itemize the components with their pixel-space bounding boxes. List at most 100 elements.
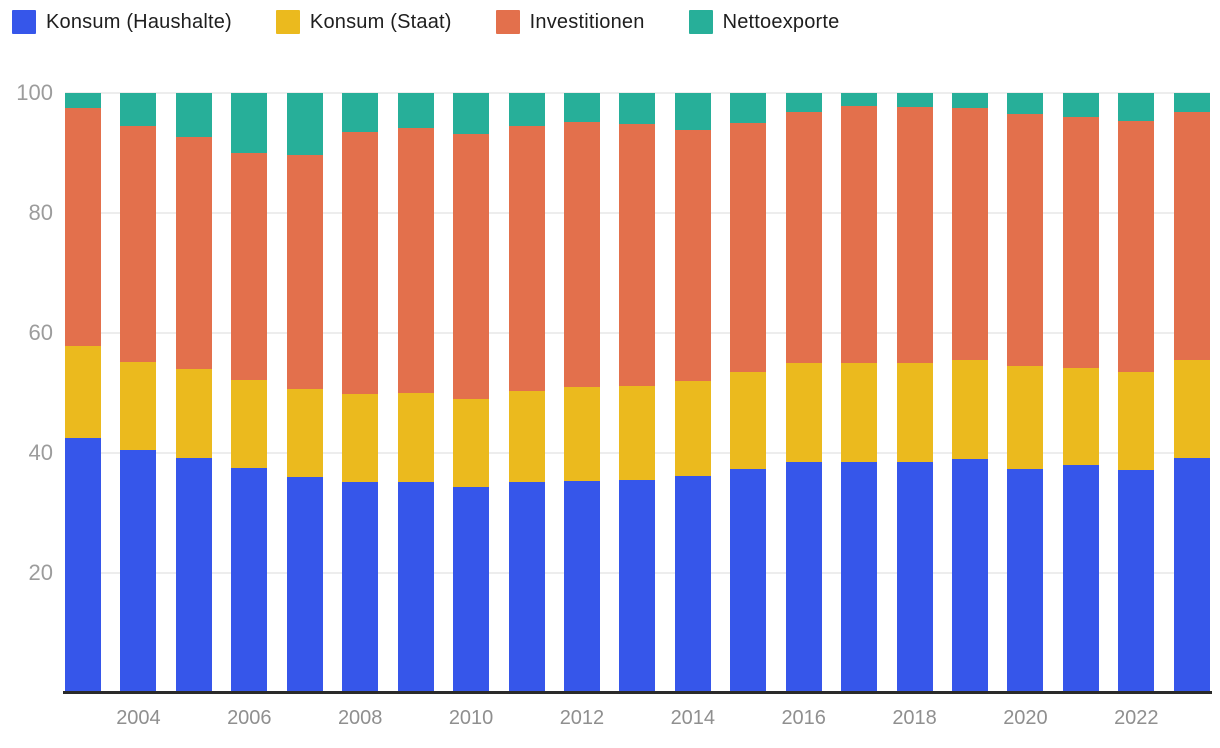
bar-segment-konsum-staat-2022 [1118, 372, 1155, 470]
bar-segment-investitionen-2004 [120, 126, 157, 362]
bar-segment-konsum-haushalte-2016 [785, 462, 822, 693]
bar-segment-nettoexporte-2005 [175, 93, 212, 137]
bar-segment-konsum-staat-2004 [120, 361, 157, 450]
bar-segment-konsum-staat-2016 [785, 363, 822, 462]
bar-segment-konsum-haushalte-2014 [674, 475, 711, 693]
bar-group-2016: 2016 [781, 93, 826, 729]
bar-group-2011 [508, 93, 545, 693]
bar-segment-konsum-haushalte-2019 [952, 459, 988, 693]
bar-group-2023 [1173, 93, 1210, 693]
legend-swatch-investitionen [495, 10, 520, 34]
bar-segment-konsum-haushalte-2003 [65, 438, 101, 693]
bar-segment-konsum-staat-2011 [508, 391, 545, 482]
bar-segment-konsum-staat-2010 [453, 399, 490, 488]
bar-segment-nettoexporte-2018 [896, 93, 933, 107]
bar-segment-konsum-haushalte-2018 [896, 462, 933, 693]
bar-segment-nettoexporte-2017 [841, 93, 878, 107]
bar-group-2020: 2020 [1003, 93, 1048, 729]
bar-segment-investitionen-2005 [175, 136, 212, 370]
bar-segment-konsum-haushalte-2007 [286, 477, 323, 693]
bar-segment-konsum-haushalte-2021 [1062, 465, 1099, 693]
bar-segment-nettoexporte-2008 [342, 93, 379, 133]
bar-group-2005 [175, 93, 212, 693]
bar-group-2003 [65, 93, 101, 693]
bar-segment-konsum-staat-2023 [1173, 360, 1210, 458]
bar-segment-konsum-staat-2018 [896, 363, 933, 462]
bar-segment-konsum-haushalte-2004 [120, 450, 157, 693]
x-axis-tick-label-2004: 2004 [116, 707, 161, 729]
bar-group-2008: 2008 [338, 93, 382, 729]
legend-swatch-konsum-haushalte [12, 10, 36, 34]
bar-group-2014: 2014 [671, 93, 715, 729]
legend-label: Konsum (Haushalte) [46, 10, 232, 33]
bar-segment-konsum-staat-2015 [730, 372, 767, 470]
bar-group-2018: 2018 [892, 93, 937, 729]
y-axis-tick-label-100: 100 [16, 80, 53, 105]
bar-group-2017 [841, 93, 878, 693]
bar-segment-konsum-haushalte-2013 [619, 480, 656, 693]
y-axis-tick-label-40: 40 [28, 440, 53, 465]
bar-segment-nettoexporte-2019 [952, 93, 988, 108]
legend-swatch-nettoexporte [688, 10, 713, 34]
chart-legend: Konsum (Haushalte) Konsum (Staat) Investit… [12, 10, 839, 34]
bar-segment-investitionen-2015 [730, 123, 767, 373]
bar-segment-nettoexporte-2012 [563, 93, 600, 122]
bar-segment-investitionen-2018 [896, 106, 933, 363]
bar-segment-nettoexporte-2021 [1062, 93, 1099, 118]
legend-label: Nettoexporte [722, 10, 840, 33]
legend-item-konsum-haushalte[interactable]: Konsum (Haushalte) [12, 10, 232, 34]
bar-segment-nettoexporte-2004 [120, 93, 157, 127]
bar-segment-konsum-staat-2003 [65, 346, 101, 438]
bar-segment-konsum-haushalte-2009 [397, 481, 434, 693]
bar-group-2006: 2006 [227, 93, 272, 729]
legend-label: Investitionen [529, 10, 645, 33]
bar-segment-konsum-staat-2006 [231, 379, 268, 468]
bar-segment-konsum-staat-2012 [563, 387, 600, 482]
bar-segment-konsum-haushalte-2006 [231, 468, 268, 693]
bar-segment-nettoexporte-2003 [65, 93, 101, 109]
bar-segment-investitionen-2013 [619, 124, 656, 386]
bar-segment-investitionen-2003 [65, 108, 101, 347]
bar-segment-konsum-staat-2021 [1062, 367, 1099, 465]
bar-segment-investitionen-2008 [342, 132, 379, 395]
bar-segment-investitionen-2007 [286, 154, 323, 389]
y-axis-tick-label-60: 60 [28, 320, 53, 345]
bar-segment-nettoexporte-2006 [231, 93, 268, 154]
bar-segment-nettoexporte-2022 [1118, 93, 1155, 122]
legend-item-investitionen[interactable]: Investitionen [495, 10, 645, 34]
bar-segment-investitionen-2016 [785, 112, 822, 363]
bar-segment-investitionen-2017 [841, 106, 878, 363]
y-axis-tick-label-20: 20 [28, 560, 53, 585]
bar-segment-konsum-haushalte-2017 [841, 462, 878, 693]
bar-group-2007 [286, 93, 323, 693]
bar-segment-nettoexporte-2010 [453, 93, 490, 134]
bar-segment-konsum-staat-2020 [1007, 366, 1044, 470]
legend-swatch-konsum-staat [275, 10, 300, 34]
bar-group-2004: 2004 [116, 93, 161, 729]
bar-segment-investitionen-2021 [1062, 117, 1099, 368]
bar-segment-konsum-haushalte-2010 [453, 487, 490, 693]
bar-segment-konsum-staat-2014 [674, 381, 711, 476]
x-axis-tick-label-2010: 2010 [448, 707, 494, 729]
bar-segment-konsum-staat-2007 [286, 388, 323, 477]
bar-segment-konsum-staat-2019 [952, 360, 988, 459]
bar-segment-konsum-haushalte-2008 [342, 481, 379, 693]
bar-segment-nettoexporte-2015 [730, 93, 767, 124]
bar-segment-investitionen-2012 [563, 121, 600, 388]
bar-group-2021 [1062, 93, 1099, 693]
x-axis-tick-label-2016: 2016 [781, 707, 826, 729]
x-axis-tick-label-2018: 2018 [892, 707, 937, 729]
bars-container: 2004 2006 2008 2010 2012 2014 2016 2018 2020 2022 [65, 93, 1210, 729]
legend-item-nettoexporte[interactable]: Nettoexporte [688, 10, 840, 34]
bar-segment-nettoexporte-2023 [1173, 93, 1210, 113]
x-axis-tick-label-2014: 2014 [670, 707, 716, 729]
bar-segment-konsum-haushalte-2005 [175, 457, 212, 693]
y-axis-tick-label-80: 80 [28, 200, 53, 225]
bar-segment-konsum-haushalte-2012 [563, 481, 600, 693]
x-axis-tick-label-2020: 2020 [1003, 707, 1048, 729]
bar-group-2015 [730, 93, 767, 693]
bar-segment-investitionen-2010 [453, 133, 490, 400]
bar-group-2022: 2022 [1114, 93, 1159, 729]
legend-item-konsum-staat[interactable]: Konsum (Staat) [275, 10, 452, 34]
